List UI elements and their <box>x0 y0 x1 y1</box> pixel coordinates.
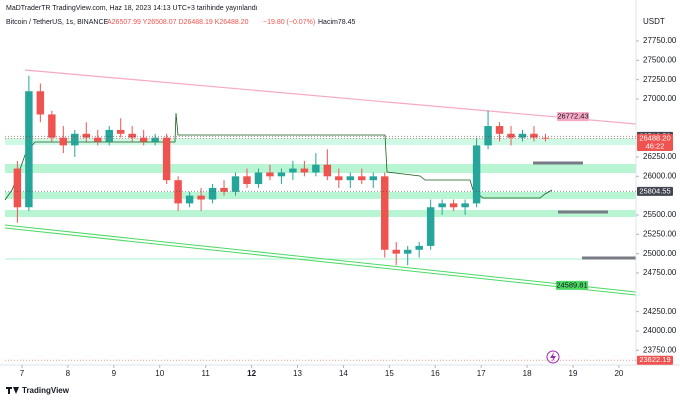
published: MaDTraderTR TradingView.com, Haz 18, 202… <box>6 5 258 12</box>
y-tick-label: 27250.00 <box>643 75 677 84</box>
candle-body <box>220 187 228 192</box>
price-label-box <box>637 134 673 152</box>
symbol: Bitcoin / TetherUS, 1s, BINANCE <box>6 19 109 26</box>
y-tick-label: 23750.00 <box>643 345 677 354</box>
countdown: 46:22 <box>646 142 665 151</box>
candle-body <box>254 172 263 185</box>
candle-body <box>71 133 79 146</box>
candle-body <box>335 176 343 181</box>
candle-body <box>94 137 102 142</box>
candle-body <box>116 129 125 134</box>
candle-body <box>426 207 435 246</box>
y-tick-label: 26000.00 <box>643 171 677 180</box>
price-label-box <box>556 280 588 290</box>
y-tick-label: 26250.00 <box>643 152 677 161</box>
y-tick-label: 27000.00 <box>643 94 677 103</box>
candle-body <box>243 176 251 185</box>
candle-body <box>25 91 33 208</box>
y-tick-label: 25250.00 <box>643 229 677 238</box>
candle-body <box>197 195 205 200</box>
x-tick-label: 15 <box>385 369 394 378</box>
candle-body <box>507 133 515 138</box>
candle-body <box>48 114 56 138</box>
candle-body <box>449 203 458 208</box>
candle-body <box>289 168 297 173</box>
x-tick-label: 11 <box>202 369 211 378</box>
candle-body <box>346 176 355 181</box>
candle-body <box>185 195 194 204</box>
price-label-box <box>637 186 673 196</box>
candle-body <box>139 137 148 142</box>
candle-body <box>484 126 492 146</box>
price-label-box <box>557 112 589 122</box>
candle-body <box>208 187 217 200</box>
candle-body <box>105 129 113 142</box>
candle-body <box>59 137 68 146</box>
y-tick-label: 24750.00 <box>643 268 677 277</box>
candle-body <box>36 91 45 115</box>
candle-body <box>277 172 286 177</box>
candle-body <box>128 133 136 138</box>
candle-body <box>381 176 389 250</box>
x-tick-label: 14 <box>339 369 348 378</box>
candle-body <box>312 164 320 173</box>
price-label: 24589.81 <box>556 280 587 289</box>
y-tick-label: 24250.00 <box>643 307 677 316</box>
x-tick-label: 12 <box>247 369 256 378</box>
x-tick-label: 17 <box>477 369 486 378</box>
currency: USDT <box>643 17 665 26</box>
candle-body <box>151 137 159 142</box>
x-tick-label: 16 <box>431 369 440 378</box>
candle-body <box>472 145 481 204</box>
y-tick-label: 25000.00 <box>643 249 677 258</box>
drawings <box>0 0 680 366</box>
candle-body <box>323 164 332 177</box>
candle-body <box>13 168 22 208</box>
ohlc: A26507.99 Y26508.07 D26488.19 K26488.20 <box>107 19 249 26</box>
logo: TradingView <box>6 386 70 395</box>
x-tick-label: 7 <box>20 369 25 378</box>
candle-body <box>495 126 504 134</box>
y-tick-label: 24000.00 <box>643 326 677 335</box>
price-label-box <box>637 355 673 365</box>
y-tick-label: 25500.00 <box>643 210 677 219</box>
candle-body <box>369 176 377 181</box>
candle-body <box>162 137 171 181</box>
x-tick-label: 9 <box>112 369 117 378</box>
x-tick-label: 13 <box>293 369 302 378</box>
x-tick-label: 20 <box>614 369 623 378</box>
candle-body <box>461 203 469 208</box>
y-tick-label: 27500.00 <box>643 55 677 64</box>
x-tick-label: 10 <box>155 369 164 378</box>
price-label: 26488.20 <box>639 134 670 143</box>
price-label: 25804.55 <box>639 186 670 195</box>
y-tick-label: 27750.00 <box>643 36 677 45</box>
x-tick-label: 18 <box>523 369 532 378</box>
candle-body <box>231 176 240 192</box>
candle-body <box>530 133 538 138</box>
candle-body <box>174 180 182 204</box>
price-label: 26772.43 <box>557 112 588 121</box>
candle-body <box>300 168 309 173</box>
candle-body <box>392 249 400 254</box>
price-label: 23622.19 <box>639 355 670 364</box>
x-tick-label: 8 <box>66 369 71 378</box>
candle-body <box>82 133 91 138</box>
candle-body <box>266 172 274 177</box>
volume: Hacim78.45 <box>318 19 355 26</box>
candle-body <box>403 249 412 254</box>
x-tick-label: 19 <box>569 369 578 378</box>
change: −19.80 (−0.07%) <box>263 19 315 26</box>
candle-body <box>358 176 366 181</box>
candle-body <box>438 203 446 208</box>
logo-text: TradingView <box>22 386 70 395</box>
candle-body <box>518 133 527 138</box>
candle-body <box>415 245 423 250</box>
